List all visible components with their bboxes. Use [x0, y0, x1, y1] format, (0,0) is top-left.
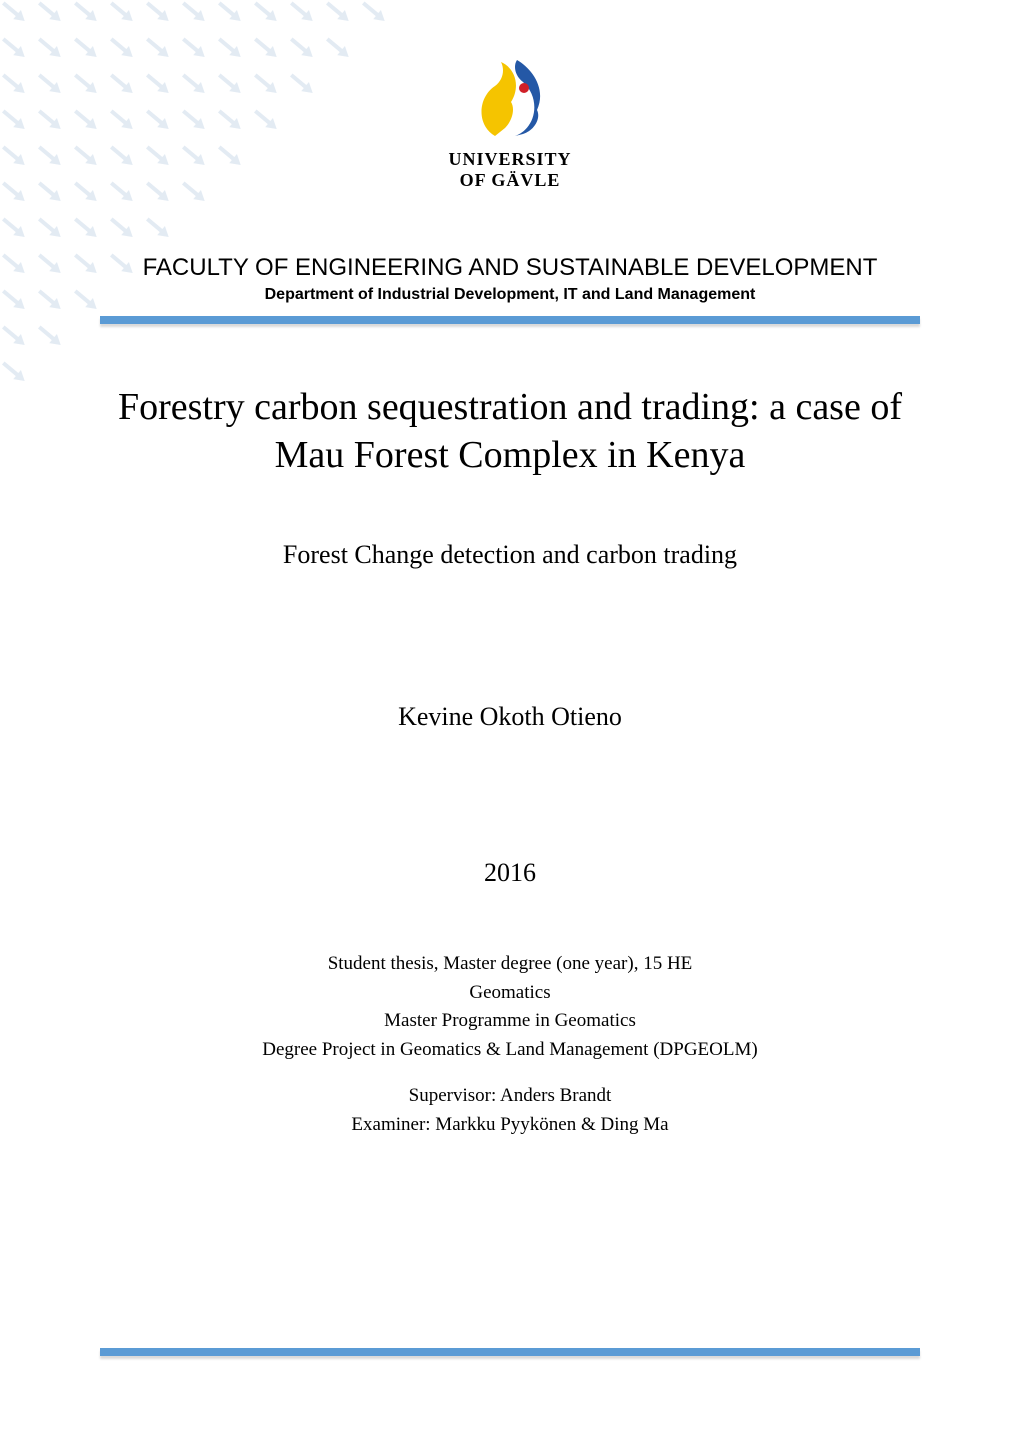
year: 2016	[100, 858, 920, 888]
thesis-subtitle: Forest Change detection and carbon tradi…	[100, 540, 920, 570]
meta-thesis-type: Student thesis, Master degree (one year)…	[100, 950, 920, 979]
university-logo-block: UNIVERSITY OF GÄVLE	[0, 58, 1020, 191]
meta-examiner: Examiner: Markku Pyykönen & Ding Ma	[100, 1111, 920, 1140]
author-name: Kevine Okoth Otieno	[100, 702, 920, 732]
horizontal-rule-bottom	[100, 1348, 920, 1356]
meta-spacer	[100, 1064, 920, 1082]
page: UNIVERSITY OF GÄVLE FACULTY OF ENGINEERI…	[0, 0, 1020, 1442]
meta-subject: Geomatics	[100, 979, 920, 1008]
thesis-title: Forestry carbon sequestration and tradin…	[100, 384, 920, 479]
meta-supervisor: Supervisor: Anders Brandt	[100, 1082, 920, 1111]
meta-project: Degree Project in Geomatics & Land Manag…	[100, 1036, 920, 1065]
horizontal-rule-top	[100, 316, 920, 324]
meta-programme: Master Programme in Geomatics	[100, 1007, 920, 1036]
department-name: Department of Industrial Development, IT…	[0, 286, 1020, 304]
university-logo: UNIVERSITY OF GÄVLE	[448, 58, 571, 191]
faculty-name: FACULTY OF ENGINEERING AND SUSTAINABLE D…	[0, 254, 1020, 282]
thesis-meta-block: Student thesis, Master degree (one year)…	[100, 950, 920, 1139]
university-name-line1: UNIVERSITY	[448, 149, 571, 170]
gavle-flame-icon	[465, 58, 555, 140]
university-name-line2: OF GÄVLE	[448, 170, 571, 191]
